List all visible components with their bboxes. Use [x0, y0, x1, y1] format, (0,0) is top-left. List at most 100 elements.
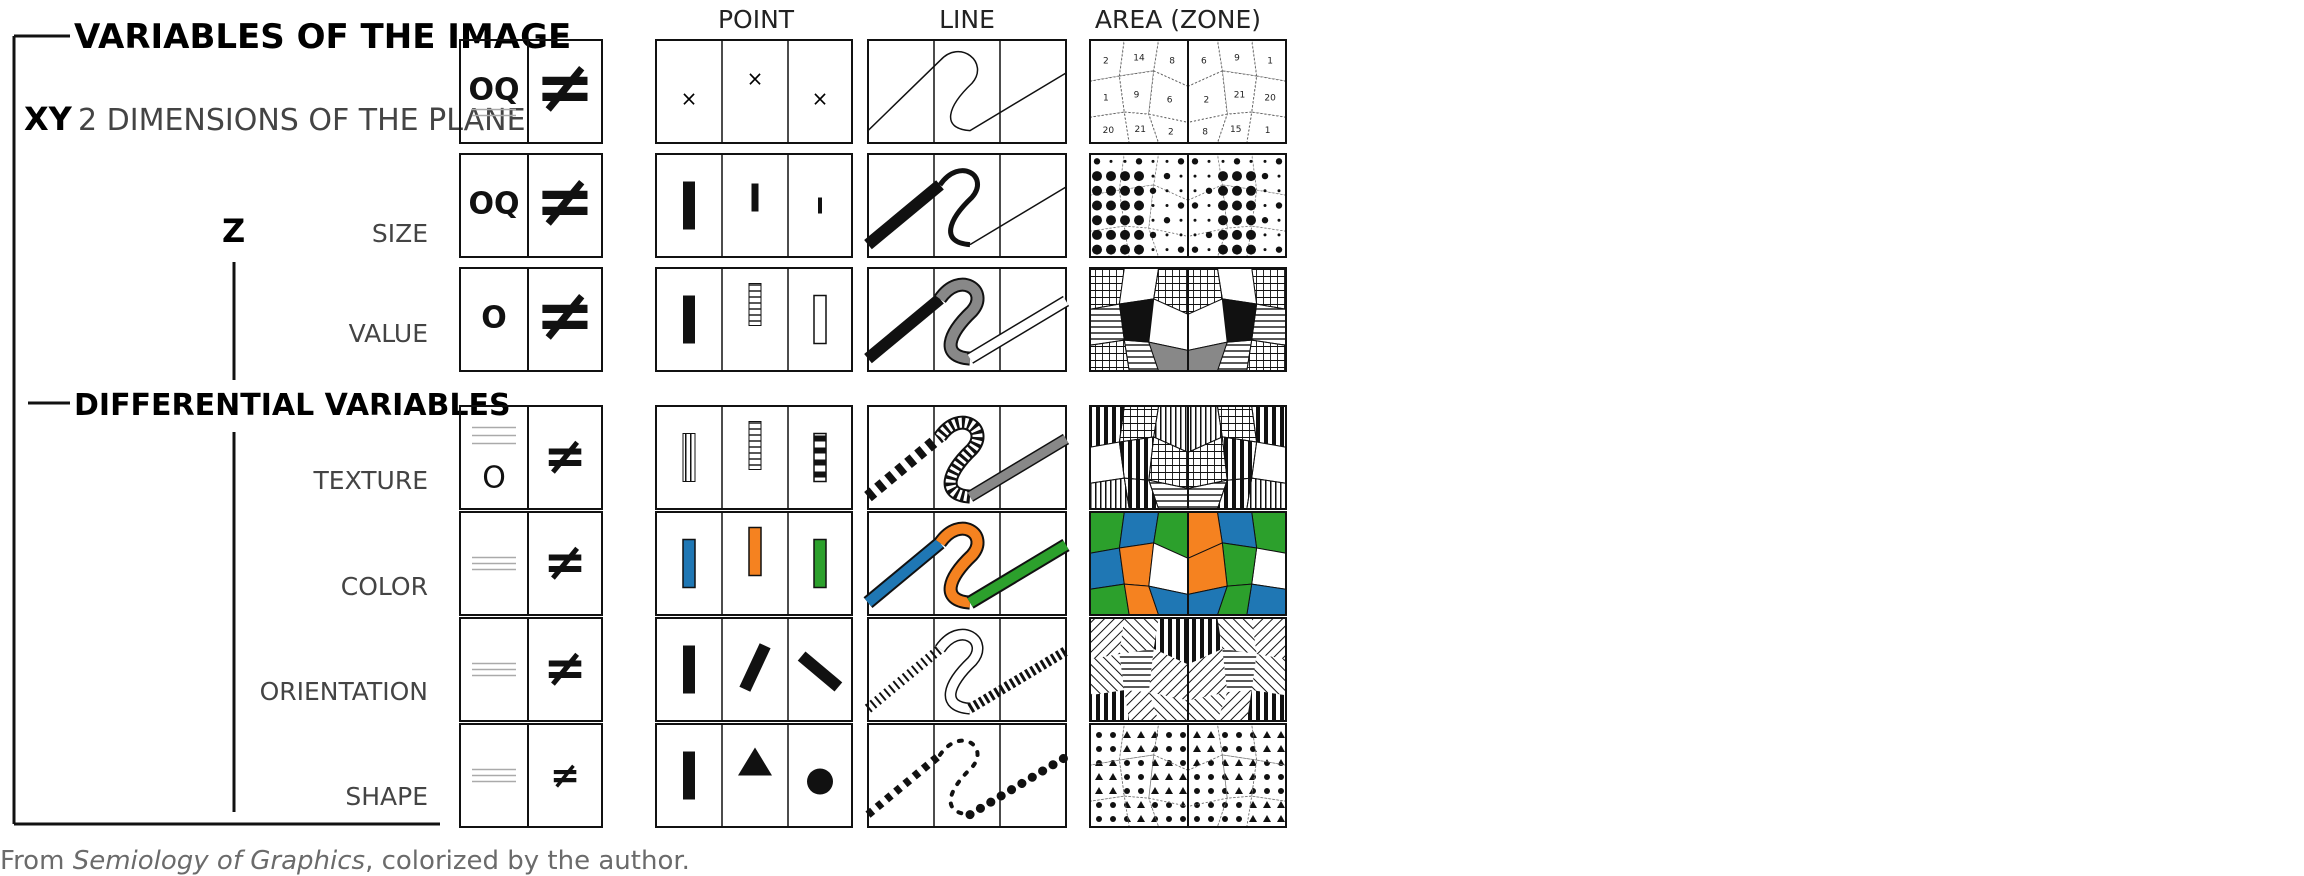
line-texture-medium [935, 417, 983, 502]
point-bar-texture-coarse [813, 432, 827, 483]
point-row-orientation [655, 617, 853, 722]
area-size-dot [1179, 233, 1183, 237]
point-row-size [655, 153, 853, 258]
line-thin-end [969, 186, 1067, 246]
area-region-size [1153, 153, 1189, 201]
area-region-value [1246, 339, 1287, 372]
area-region-color [1089, 583, 1130, 616]
area-size-dot [1179, 174, 1183, 178]
area-number: 14 [1133, 54, 1145, 64]
area-size-dot [1232, 185, 1242, 196]
texture-stripe [814, 435, 826, 442]
area-size-dot [1092, 215, 1102, 226]
area-size-dot [1261, 172, 1269, 180]
area-size-dot [1191, 246, 1199, 253]
area-size-dot [1106, 244, 1116, 255]
area-size-dot [1120, 215, 1130, 226]
row-label-value: VALUE [349, 319, 428, 348]
sym-cell-shape [527, 723, 603, 828]
point-circle [807, 768, 833, 795]
area-number: 9 [1234, 54, 1240, 64]
figure-caption: From Semiology of Graphics, colorized by… [0, 846, 690, 876]
semiology-diagram: VARIABLES OF THE IMAGE XY 2 DIMENSIONS O… [12, 5, 1287, 828]
area-region-texture [1089, 477, 1130, 510]
area-size-dot [1261, 217, 1269, 224]
column-header-area: AREA (ZONE) [1095, 5, 1261, 34]
line-color-green [967, 540, 1069, 607]
area-size-dot [1207, 204, 1211, 207]
sym-cell-size [527, 153, 603, 258]
area-region-shape [1118, 754, 1155, 799]
point-bar-texture-medium [748, 421, 762, 470]
neq-symbol-size: ≠ [535, 159, 595, 243]
point-bar-large [683, 181, 695, 230]
area-number: 9 [1134, 90, 1140, 100]
point-bar-tilted [739, 643, 771, 692]
point-mark-xy-2: × [812, 87, 829, 111]
line-row-xy [867, 39, 1067, 144]
area-size-dot [1106, 171, 1116, 182]
area-region-texture [1251, 441, 1287, 484]
area-region-orientation [1188, 648, 1228, 701]
area-size-dot [1263, 248, 1267, 252]
area-region-value [1089, 303, 1125, 346]
area-region-orientation [1188, 692, 1228, 721]
line-row-size [867, 153, 1067, 258]
area-region-value [1118, 298, 1155, 343]
texture-stripe [814, 471, 826, 478]
area-size-dot [1149, 231, 1157, 239]
point-bar-orange [748, 526, 762, 577]
caption-book-title: Semiology of Graphics [72, 846, 366, 876]
area-region-texture [1246, 477, 1287, 510]
area-size-dot [1221, 159, 1225, 163]
area-size-dot [1106, 215, 1116, 226]
area-number: 6 [1167, 95, 1173, 105]
line-row-color [867, 511, 1067, 616]
area-size-dot [1263, 233, 1267, 237]
row-label-color: COLOR [341, 572, 428, 601]
area-size-dot [1218, 185, 1228, 196]
area-size-dot [1232, 171, 1242, 182]
level-text-value: O [481, 301, 507, 336]
point-mark-xy-0: × [681, 87, 698, 111]
area-region-orientation [1124, 690, 1159, 721]
area-size-dot [1218, 244, 1228, 255]
neq-symbol-xy: ≠ [535, 45, 595, 129]
area-size-dot [1120, 200, 1130, 211]
area-size-dot [1207, 248, 1211, 252]
column-header-point: POINT [718, 5, 795, 34]
line-row-orientation [867, 617, 1067, 722]
area-size-dot [1092, 171, 1102, 182]
area-size-dot [1246, 244, 1256, 255]
area-number: 2 [1103, 56, 1109, 66]
neq-symbol-texture: ≠ [543, 427, 587, 487]
line-row-texture [867, 405, 1067, 510]
area-size-dot [1134, 229, 1144, 240]
area-size-dot [1207, 218, 1211, 222]
area-size-dot [1193, 218, 1197, 222]
area-size-dot [1232, 215, 1242, 226]
area-size-dot [1246, 171, 1256, 182]
area-region-orientation [1090, 618, 1125, 660]
area-size-dot [1218, 229, 1228, 240]
area-size-dot [1246, 229, 1256, 240]
area-region-texture [1221, 436, 1258, 481]
area-size-dot [1165, 189, 1169, 193]
point-row-color [655, 511, 853, 616]
area-size-dot [1135, 158, 1143, 165]
sym-cell-value [527, 267, 603, 372]
area-size-dot [1120, 244, 1130, 255]
point-row-texture [655, 405, 853, 510]
area-region-xy [1251, 39, 1287, 82]
area-size-dot [1277, 233, 1281, 237]
area-size-dot [1193, 233, 1197, 237]
point-triangle [738, 747, 772, 776]
line-orient-fill [936, 630, 982, 714]
area-size-dot [1275, 246, 1283, 253]
column-header-line: LINE [939, 5, 995, 34]
texture-stripe [814, 459, 826, 466]
area-size-dot [1106, 185, 1116, 196]
area-region-shape [1089, 723, 1125, 766]
area-region-orientation [1090, 690, 1130, 721]
